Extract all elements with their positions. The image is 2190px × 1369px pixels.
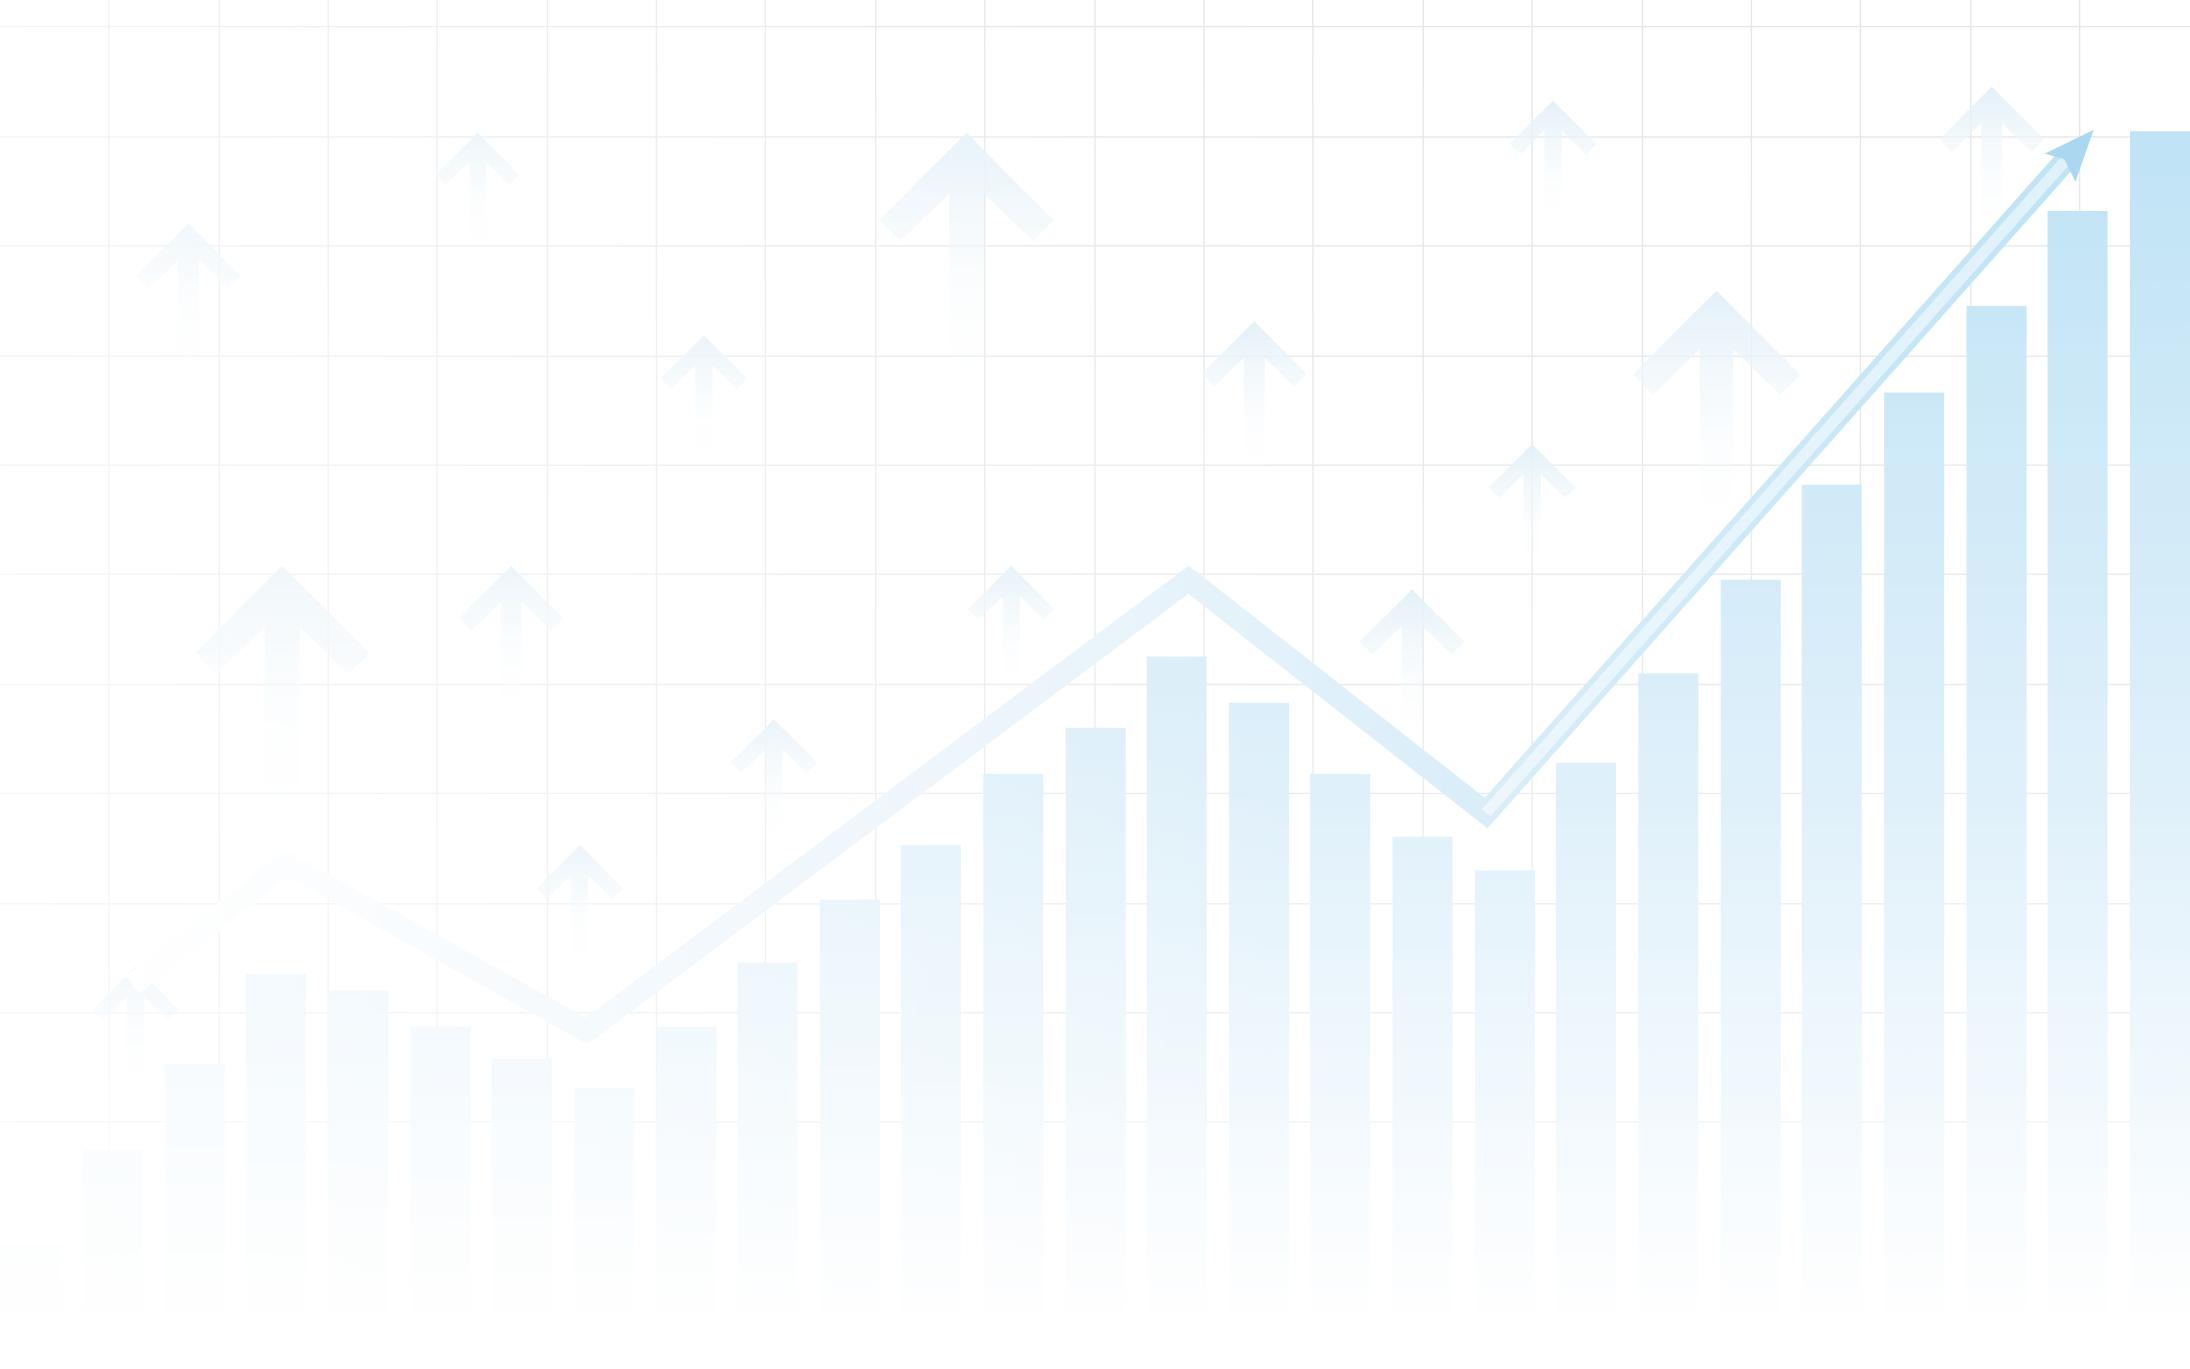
trend-arrowhead: [2044, 129, 2094, 182]
trend-line-highlight: [1481, 147, 2079, 817]
